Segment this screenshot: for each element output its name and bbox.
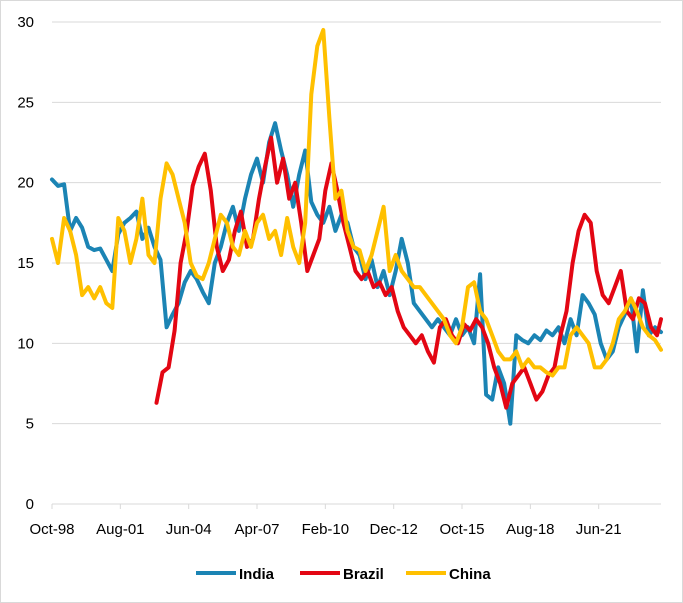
- x-tick-label: Aug-18: [506, 521, 554, 538]
- x-tick-label: Oct-98: [29, 521, 74, 538]
- x-tick-label: Apr-07: [234, 521, 279, 538]
- series-lines: [50, 28, 663, 426]
- y-axis-tick-labels: 0 5 10 15 20 25 30: [17, 14, 34, 513]
- legend-label-brazil: Brazil: [343, 566, 384, 583]
- x-axis: [51, 503, 661, 509]
- x-tick-label: Jun-04: [166, 521, 212, 538]
- y-tick-label: 10: [17, 335, 34, 352]
- legend: India Brazil China: [196, 566, 491, 583]
- x-tick-label: Oct-15: [440, 521, 485, 538]
- x-tick-label: Feb-10: [302, 521, 350, 538]
- y-tick-label: 5: [26, 416, 34, 433]
- series-line-brazil: [154, 135, 663, 410]
- y-tick-label: 15: [17, 255, 34, 272]
- y-tick-label: 30: [17, 14, 34, 31]
- x-axis-tick-labels: Oct-98 Aug-01 Jun-04 Apr-07 Feb-10 Dec-12 Oct-…: [29, 521, 621, 538]
- y-tick-label: 25: [17, 94, 34, 111]
- legend-label-china: China: [449, 566, 491, 583]
- series-line-india: [50, 121, 663, 426]
- x-tick-label: Aug-01: [96, 521, 144, 538]
- x-tick-label: Jun-21: [576, 521, 622, 538]
- legend-label-india: India: [239, 566, 275, 583]
- series-line-china: [50, 28, 663, 378]
- y-tick-label: 0: [26, 496, 34, 513]
- x-tick-label: Dec-12: [370, 521, 418, 538]
- y-tick-label: 20: [17, 175, 34, 192]
